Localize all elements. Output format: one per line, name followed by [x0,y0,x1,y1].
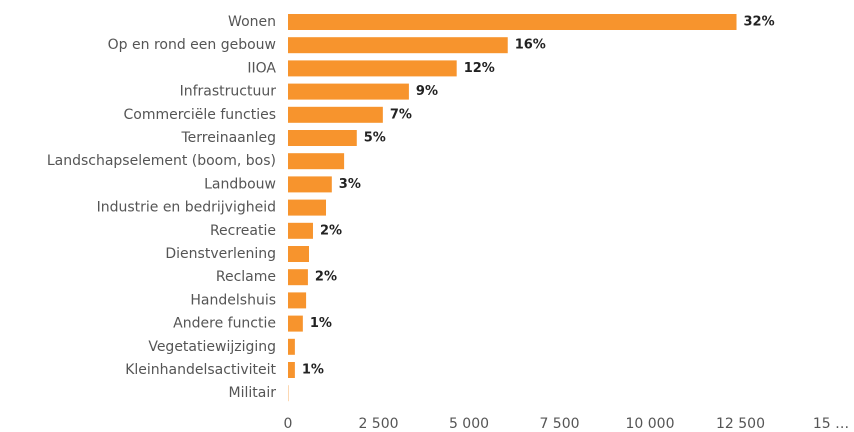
data-label: 9% [416,84,438,99]
bar [288,362,295,378]
bar [288,130,357,146]
y-tick-label: Op en rond een gebouw [108,37,276,53]
data-label: 16% [515,38,546,53]
x-tick-label: 12 500 [716,416,765,432]
bar [288,14,737,30]
data-label: 3% [339,177,361,192]
y-tick-label: Kleinhandelsactiviteit [125,362,276,378]
y-tick-label: Vegetatiewijziging [148,339,276,355]
bar [288,60,457,77]
data-label: 32% [744,15,775,30]
data-label: 1% [302,363,324,378]
y-tick-label: IIOA [247,60,276,76]
x-tick-label: 15 … [813,416,849,432]
bar [288,153,345,170]
bar [288,176,332,193]
bar [288,269,308,286]
data-label: 1% [310,316,332,331]
bar [288,222,313,239]
y-tick-label: Terreinaanleg [180,130,276,146]
y-tick-label: Infrastructuur [180,84,277,100]
y-tick-label: Wonen [228,14,276,30]
y-tick-label: Militair [229,385,277,401]
bar [288,37,508,54]
y-tick-label: Industrie en bedrijvigheid [97,200,276,216]
x-tick-label: 5 000 [449,416,489,432]
y-tick-label: Andere functie [173,316,276,332]
bar [288,315,303,332]
y-tick-label: Commerciële functies [124,107,277,123]
bar [288,199,327,216]
bar [288,338,295,355]
y-tick-label: Reclame [216,269,276,285]
y-tick-label: Landschapselement (boom, bos) [47,153,276,169]
y-tick-label: Recreatie [210,223,276,239]
y-tick-label: Landbouw [204,176,276,192]
x-tick-label: 10 000 [626,416,675,432]
data-label: 2% [320,223,342,238]
y-tick-label: Dienstverlening [165,246,276,262]
x-tick-label: 2 500 [358,416,398,432]
data-label: 2% [315,270,337,285]
bar [288,83,409,100]
x-tick-label: 0 [284,416,293,432]
y-tick-label: Handelshuis [190,292,276,308]
bar [288,292,307,309]
data-label: 7% [390,107,412,122]
data-label: 5% [364,131,386,146]
bar [288,246,309,262]
data-label: 12% [464,61,495,76]
x-tick-label: 7 500 [539,416,579,432]
bar [288,106,383,123]
